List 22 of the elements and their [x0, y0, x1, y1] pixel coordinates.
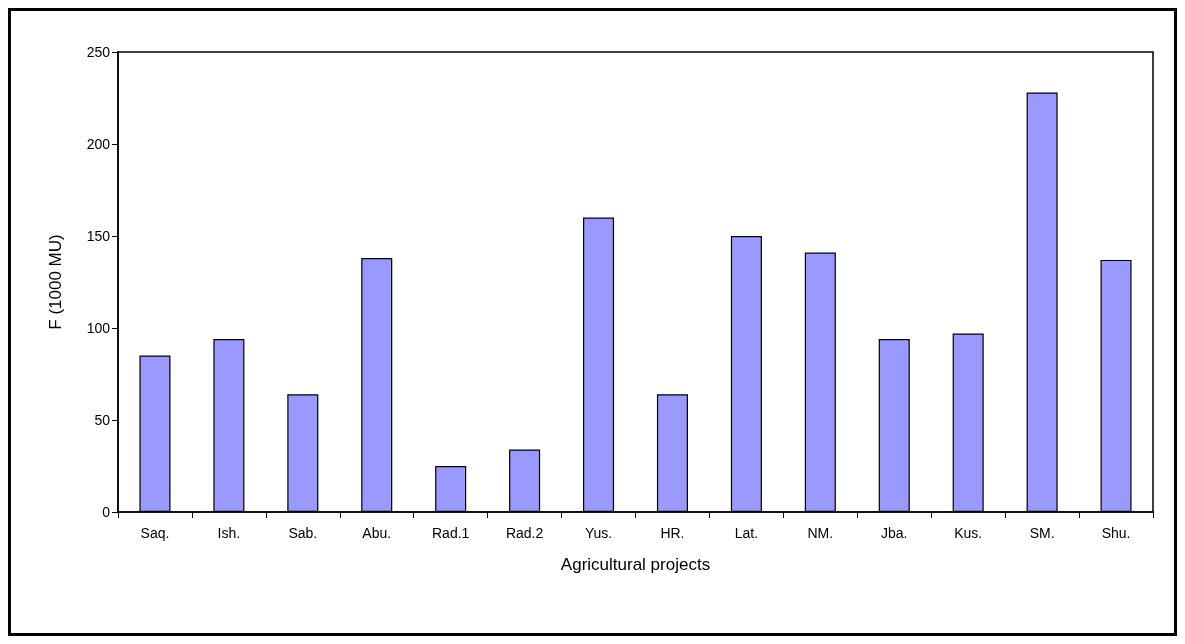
y-tick-label: 200 [86, 136, 111, 152]
x-tick-label: Saq. [140, 525, 170, 541]
x-tick-label: Shu. [1101, 525, 1131, 541]
x-tick-label: Lat. [734, 525, 759, 541]
x-tick-label: NM. [807, 525, 834, 541]
x-tick-label: Yus. [584, 525, 613, 541]
x-tick-label: Abu. [362, 525, 392, 541]
y-tick-label: 0 [102, 504, 111, 520]
y-tick-label: 50 [94, 412, 111, 428]
x-tick-label: SM. [1029, 525, 1055, 541]
x-tick-label: HR. [660, 525, 685, 541]
y-tick-label: 250 [86, 44, 111, 60]
x-tick-label: Rad.2 [505, 525, 544, 541]
y-axis-title: F (1000 MU) [46, 234, 65, 330]
x-axis-title: Agricultural projects [560, 555, 711, 574]
x-tick-label: Jba. [881, 525, 908, 541]
x-tick-label: Sab. [288, 525, 318, 541]
y-tick-label: 100 [86, 320, 111, 336]
y-tick-label: 150 [86, 228, 111, 244]
x-tick-label: Kus. [954, 525, 983, 541]
x-tick-label: Rad.1 [432, 525, 470, 541]
x-tick-label: Ish. [217, 525, 241, 541]
